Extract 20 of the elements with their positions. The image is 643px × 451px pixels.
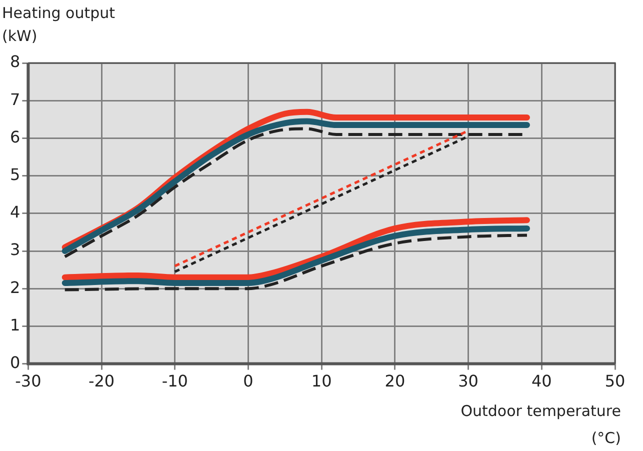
y-tick-label: 7 — [10, 90, 20, 109]
x-tick-label: -20 — [88, 372, 115, 391]
x-tick-label: 30 — [458, 372, 478, 391]
y-tick-label: 4 — [10, 202, 20, 222]
x-tick-label: -10 — [162, 372, 188, 391]
y-tick-label: 2 — [10, 278, 20, 297]
y-tick-label: 1 — [10, 315, 20, 334]
x-tick-label: 50 — [604, 372, 626, 391]
x-tick-label: 20 — [384, 372, 406, 391]
y-axis-title: Heating output (kW) — [2, 3, 116, 47]
y-tick-label: 0 — [10, 352, 20, 372]
x-tick-label: -30 — [15, 372, 42, 391]
y-tick-label: 5 — [10, 164, 20, 184]
x-axis-title: Outdoor temperature (°C) — [460, 401, 621, 449]
x-tick-label: 40 — [531, 372, 552, 391]
y-tick-label: 3 — [10, 240, 20, 260]
x-tick-label: 0 — [243, 372, 254, 391]
y-tick-label: 8 — [10, 52, 20, 72]
x-tick-label: 10 — [311, 372, 332, 391]
y-tick-label: 6 — [10, 127, 20, 146]
